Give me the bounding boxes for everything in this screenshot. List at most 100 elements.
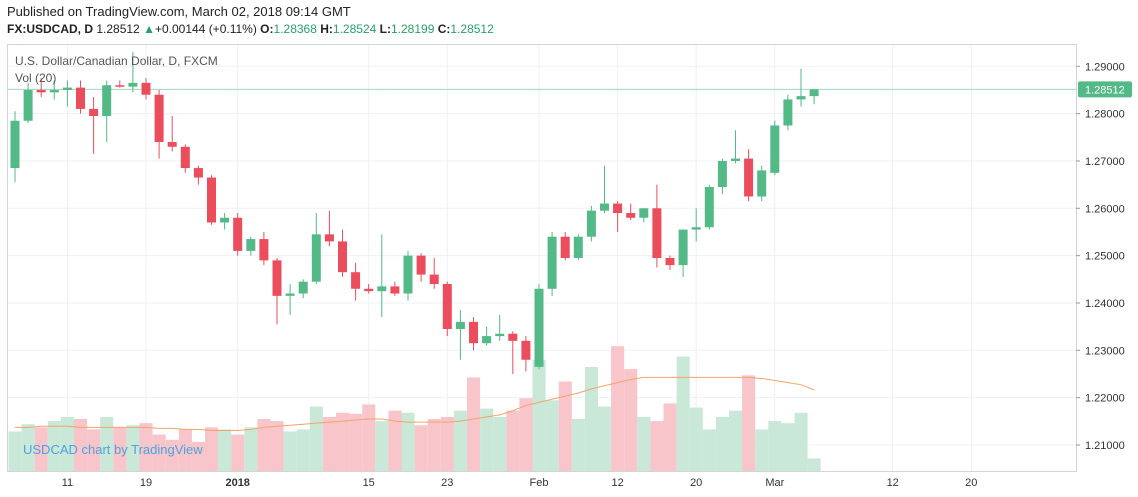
candle-body — [115, 85, 125, 87]
time-axis[interactable]: 11 19 2018 15 23 Feb 12 20 Mar 12 20 — [62, 477, 978, 489]
open-label: O: — [260, 22, 274, 36]
volume-bar — [296, 429, 310, 471]
volume-bar — [624, 369, 638, 471]
volume-bar — [506, 410, 520, 471]
price-tick-label: 1.23000 — [1085, 345, 1125, 357]
volume-bar — [650, 421, 664, 471]
chart-legend-title: U.S. Dollar/Canadian Dollar, D, FXCM — [15, 54, 218, 68]
time-tick-label: 20 — [690, 477, 702, 489]
volume-bar — [362, 404, 376, 471]
candle-body — [613, 203, 623, 214]
candle-body — [154, 94, 164, 143]
candle-body — [704, 187, 714, 228]
volume-bar — [74, 419, 88, 471]
volume-bar — [807, 458, 821, 471]
candle-body — [167, 142, 177, 147]
candle-body — [717, 160, 727, 187]
time-tick-label: 23 — [441, 477, 453, 489]
volume-bar — [663, 403, 677, 471]
candle-body — [311, 234, 321, 282]
time-tick-label: Mar — [765, 477, 784, 489]
volume-bar — [34, 427, 48, 471]
candle-body — [521, 340, 531, 360]
volume-bar — [165, 439, 179, 471]
price-tick-label: 1.29000 — [1085, 61, 1125, 73]
volume-bar — [231, 434, 245, 471]
volume-bar — [453, 410, 467, 471]
candle-body — [128, 82, 138, 87]
volume-bar — [283, 431, 297, 471]
volume-bar — [113, 427, 127, 471]
candle-body — [757, 170, 767, 197]
candle-body — [364, 288, 374, 292]
candle-body — [809, 89, 819, 97]
volume-bar — [768, 421, 782, 471]
candle-body — [796, 96, 806, 100]
close-label: C: — [437, 22, 451, 36]
volume-ma-line — [15, 376, 815, 431]
candle-body — [403, 255, 413, 294]
volume-bar — [467, 377, 481, 471]
candle-body — [62, 87, 72, 90]
volume-bar — [689, 407, 703, 471]
time-tick-label: 2018 — [225, 477, 249, 489]
time-tick-label: 15 — [363, 477, 375, 489]
price-axis[interactable]: 1.29000 1.28000 1.27000 1.26000 1.25000 1.240… — [1076, 61, 1125, 452]
volume-bar — [414, 425, 428, 471]
candle-body — [744, 158, 754, 197]
candle-body — [23, 89, 33, 121]
high-label: H: — [320, 22, 333, 36]
close-value: 1.28512 — [450, 22, 494, 36]
candle-body — [495, 333, 505, 337]
low-value: 1.28199 — [390, 22, 435, 36]
candle-body — [547, 236, 557, 289]
last-price-tag-text: 1.28512 — [1085, 84, 1125, 96]
volume-bar — [729, 410, 743, 471]
volume-bar — [388, 410, 402, 471]
low-label: L: — [379, 22, 391, 36]
price-tick-label: 1.24000 — [1085, 298, 1125, 310]
volume-bar — [480, 408, 494, 471]
candle-body — [193, 168, 203, 178]
volume-legend: Vol (20) — [15, 71, 56, 85]
chart-frame — [7, 44, 1077, 472]
candle-body — [76, 87, 85, 109]
tradingview-watermark[interactable]: USDCAD chart by TradingView — [23, 442, 203, 457]
candle-body — [102, 85, 112, 116]
volume-bar — [8, 431, 22, 471]
volume-bar — [87, 429, 101, 471]
last-price: 1.28512 — [96, 22, 140, 36]
candle-body — [586, 210, 596, 237]
price-tick-label: 1.28000 — [1085, 109, 1125, 121]
volume-bar — [257, 419, 271, 471]
price-tick-label: 1.25000 — [1085, 251, 1125, 263]
volume-bar — [519, 398, 533, 471]
volume-bar — [270, 421, 284, 471]
candle-body — [233, 217, 243, 251]
candle-body — [10, 120, 20, 169]
volume-bar — [100, 416, 114, 471]
volume-bar — [218, 429, 232, 471]
volume-bar — [309, 406, 323, 471]
volume-bar — [375, 421, 389, 471]
volume-bar — [584, 367, 598, 471]
volume-bar — [794, 412, 808, 471]
candle-body — [508, 333, 518, 341]
candle-body — [259, 239, 269, 261]
candle-body — [652, 208, 662, 258]
candle-body — [89, 108, 99, 116]
candle-body — [678, 229, 688, 266]
candle-body — [442, 284, 452, 329]
published-line: Published on TradingView.com, March 02, … — [7, 4, 351, 19]
candle-body — [36, 89, 46, 93]
candle-body — [482, 336, 492, 344]
candle-body — [246, 239, 256, 251]
volume-bar — [532, 359, 546, 471]
volume-bar — [60, 416, 74, 471]
candle-body — [731, 158, 740, 161]
volume-bar — [493, 416, 507, 471]
candle-body — [560, 236, 570, 258]
candle-body — [665, 258, 675, 266]
volume-bar — [702, 429, 716, 471]
